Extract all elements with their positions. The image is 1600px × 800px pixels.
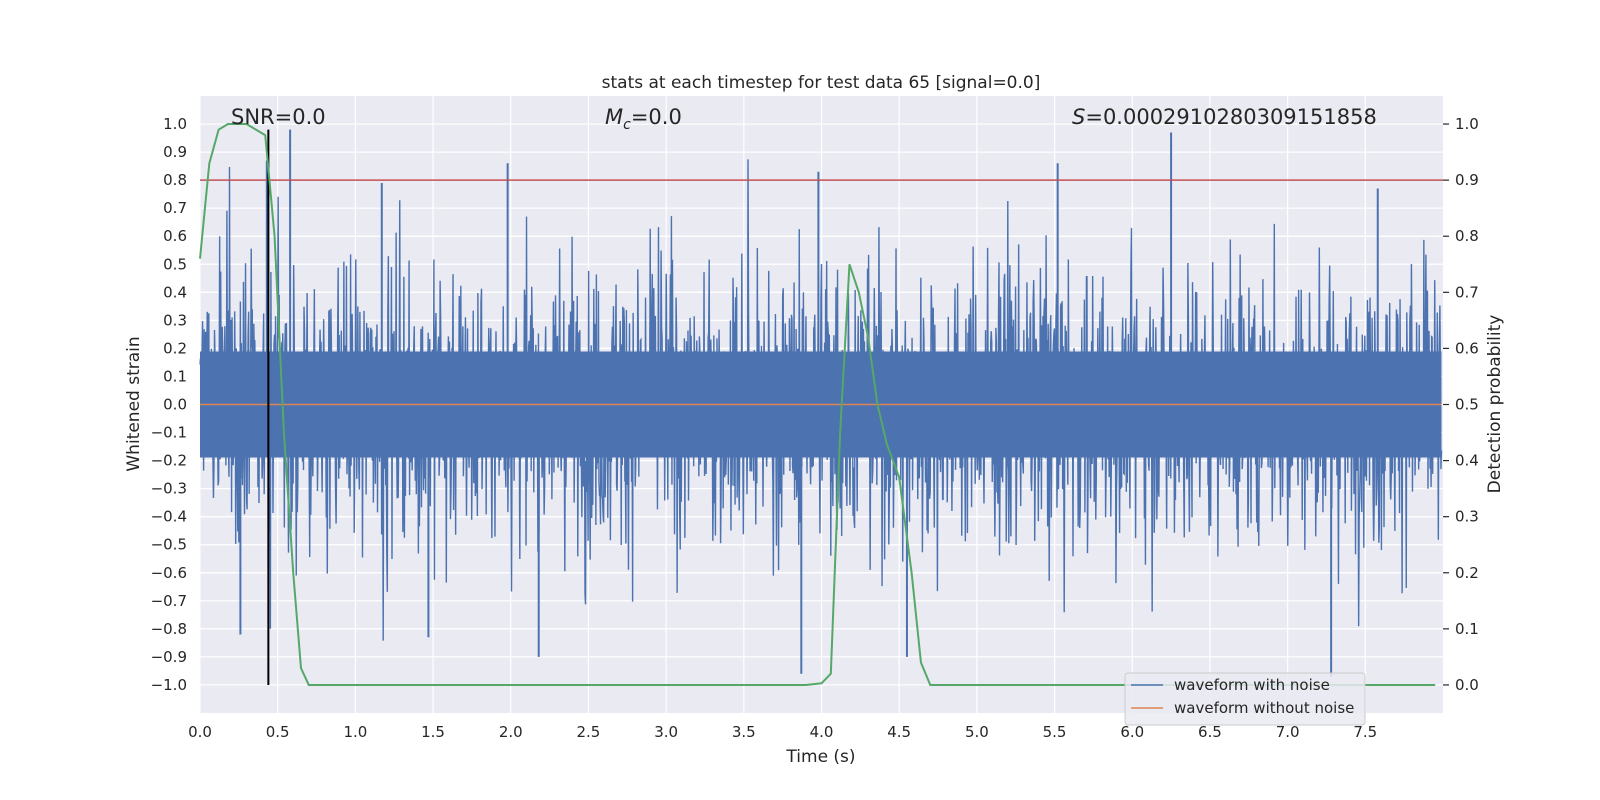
detection-probability-line xyxy=(199,123,1436,686)
x-tick-label: 7.0 xyxy=(1276,723,1300,741)
x-tick-label: 1.5 xyxy=(421,723,445,741)
y-tick-label: −0.3 xyxy=(151,480,187,498)
y-tick-label: −0.5 xyxy=(151,536,187,554)
x-tick-label: 2.5 xyxy=(577,723,601,741)
x-tick-label: 6.0 xyxy=(1120,723,1144,741)
y2-tick-label: 0.5 xyxy=(1455,396,1479,414)
y-axis-label: Whitened strain xyxy=(124,336,144,471)
y-tick-label: 0.9 xyxy=(163,143,187,161)
x-tick-label: 5.5 xyxy=(1043,723,1067,741)
y-tick-label: 0.1 xyxy=(163,367,187,385)
y-tick-label: 1.0 xyxy=(163,115,187,133)
y-tick-label: 0.7 xyxy=(163,199,187,217)
x-tick-label: 1.0 xyxy=(343,723,367,741)
legend-box xyxy=(1124,672,1366,726)
y2-tick-label: 0.4 xyxy=(1455,452,1479,470)
x-tick-label: 4.0 xyxy=(810,723,834,741)
legend-label-noise: waveform with noise xyxy=(1174,676,1330,694)
x-tick-label: 4.5 xyxy=(887,723,911,741)
y2-axis-label: Detection probability xyxy=(1485,315,1505,494)
y-axis-ticks: 1.0 0.9 0.8 0.7 0.6 0.5 0.4 0.3 0.2 0.1 0.0 −0.1 −0.… xyxy=(151,115,187,694)
y-tick-label: 0.3 xyxy=(163,311,187,329)
y-tick-label: −0.1 xyxy=(151,424,187,442)
y2-tick-label: 0.6 xyxy=(1455,339,1479,357)
y-tick-label: 0.8 xyxy=(163,171,187,189)
legend: waveform with noise waveform without noi… xyxy=(1124,672,1366,726)
y-tick-label: −0.8 xyxy=(151,620,187,638)
s-symbol: S xyxy=(1072,105,1085,129)
y2-tick-label: 0.2 xyxy=(1455,564,1479,582)
chart-title: stats at each timestep for test data 65 … xyxy=(602,73,1041,93)
x-axis-ticks: 0.0 0.5 1.0 1.5 2.0 2.5 3.0 3.5 4.0 4.5 5.0 5.5 6.0 6… xyxy=(188,723,1377,741)
x-tick-label: 2.0 xyxy=(499,723,523,741)
y-tick-label: 0.0 xyxy=(163,396,187,414)
y-tick-label: 0.6 xyxy=(163,227,187,245)
mc-symbol: M xyxy=(605,105,623,129)
y-tick-label: −1.0 xyxy=(151,676,187,694)
x-tick-label: 0.5 xyxy=(266,723,290,741)
y-tick-label: −0.4 xyxy=(151,508,187,526)
y-tick-label: 0.2 xyxy=(163,339,187,357)
y-tick-label: −0.7 xyxy=(151,592,187,610)
y-tick-label: −0.9 xyxy=(151,648,187,666)
y-tick-label: 0.5 xyxy=(163,255,187,273)
mc-annotation: Mc=0.0 xyxy=(605,105,682,133)
mc-subscript: c xyxy=(623,117,631,133)
y2-tick-label: 0.1 xyxy=(1455,620,1479,638)
s-value: =0.0002910280309151858 xyxy=(1085,105,1377,129)
x-tick-label: 6.5 xyxy=(1198,723,1222,741)
x-tick-label: 5.0 xyxy=(965,723,989,741)
y2-tick-label: 0.3 xyxy=(1455,508,1479,526)
y2-tick-label: 0.7 xyxy=(1455,283,1479,301)
y-tick-label: −0.2 xyxy=(151,452,187,470)
y2-tick-label: 1.0 xyxy=(1455,115,1479,133)
mc-value: =0.0 xyxy=(631,105,682,129)
y2-axis-ticks: 1.0 0.9 0.8 0.7 0.6 0.5 0.4 0.3 0.2 0.1 0.0 xyxy=(1443,115,1479,694)
x-tick-label: 3.0 xyxy=(654,723,678,741)
legend-label-clean: waveform without noise xyxy=(1174,699,1354,717)
x-tick-label: 0.0 xyxy=(188,723,212,741)
x-axis-label: Time (s) xyxy=(785,747,855,767)
s-annotation: S=0.0002910280309151858 xyxy=(1072,105,1377,129)
y2-tick-label: 0.9 xyxy=(1455,171,1479,189)
y2-tick-label: 0.8 xyxy=(1455,227,1479,245)
x-tick-label: 7.5 xyxy=(1353,723,1377,741)
y-tick-label: −0.6 xyxy=(151,564,187,582)
snr-annotation: SNR=0.0 xyxy=(231,105,326,129)
y2-tick-label: 0.0 xyxy=(1455,676,1479,694)
y-tick-label: 0.4 xyxy=(163,283,187,301)
x-tick-label: 3.5 xyxy=(732,723,756,741)
